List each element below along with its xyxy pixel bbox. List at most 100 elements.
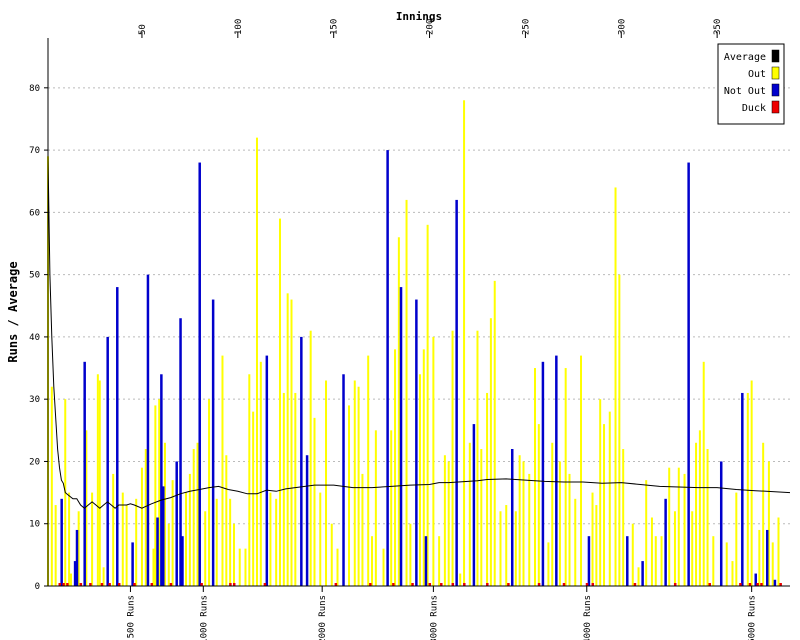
- not-out-bar: [305, 455, 309, 586]
- y-tick-label: 30: [29, 395, 40, 405]
- out-bar: [595, 505, 598, 586]
- out-bar: [698, 430, 701, 586]
- not-out-bar: [175, 461, 178, 586]
- out-bar: [85, 430, 88, 586]
- out-bar: [50, 386, 53, 586]
- not-out-bar: [131, 542, 134, 586]
- out-bar: [505, 505, 508, 586]
- out-bar: [70, 573, 73, 586]
- out-bar: [330, 523, 333, 586]
- out-bar: [558, 461, 561, 586]
- out-bar: [432, 336, 435, 586]
- not-out-bar: [83, 361, 86, 586]
- out-bar: [767, 461, 770, 586]
- not-out-bar: [386, 150, 389, 586]
- out-bar: [591, 492, 594, 586]
- not-out-bar: [765, 529, 769, 586]
- not-out-bar: [179, 318, 182, 586]
- duck-marker: [66, 583, 69, 586]
- out-bar: [459, 573, 462, 586]
- not-out-bar: [162, 486, 165, 586]
- out-bar: [599, 399, 602, 586]
- top-tick-label: 50: [138, 24, 148, 35]
- not-out-bar: [664, 498, 667, 586]
- out-bar: [371, 536, 374, 586]
- out-bar: [91, 492, 94, 586]
- out-bar: [244, 548, 247, 586]
- duck-marker: [708, 583, 711, 586]
- out-bar: [631, 523, 634, 586]
- bottom-tick-label: 500 Runs: [126, 595, 136, 638]
- y-tick-label: 0: [35, 582, 40, 592]
- out-bar: [771, 542, 774, 586]
- out-bar: [259, 361, 262, 586]
- y-tick-label: 40: [29, 333, 40, 343]
- not-out-bar: [555, 355, 558, 586]
- out-bar: [426, 224, 429, 586]
- duck-marker: [451, 583, 455, 586]
- not-out-bar: [719, 461, 723, 586]
- out-bar: [309, 330, 312, 586]
- duck-marker: [585, 583, 589, 586]
- top-tick-label: 350: [713, 19, 723, 35]
- out-bar: [608, 411, 611, 586]
- out-bar: [382, 548, 385, 586]
- out-bar: [706, 449, 709, 586]
- out-bar: [313, 417, 316, 586]
- out-bar: [522, 461, 525, 586]
- out-bar: [405, 199, 408, 586]
- top-tick-label: 250: [521, 19, 531, 35]
- out-bar: [248, 374, 251, 586]
- out-bar: [319, 492, 322, 586]
- duck-marker: [562, 583, 566, 586]
- out-bar: [112, 473, 115, 586]
- axes: [44, 32, 790, 592]
- out-bar: [144, 449, 147, 586]
- duck-marker: [232, 583, 236, 586]
- out-bar: [192, 449, 195, 586]
- out-bar: [712, 536, 715, 586]
- out-bar: [489, 318, 492, 586]
- not-out-bar: [415, 299, 418, 586]
- out-bar: [394, 349, 397, 586]
- out-bar: [580, 355, 583, 586]
- legend-swatch: [771, 100, 780, 114]
- not-out-bar: [265, 355, 269, 586]
- out-bar: [275, 498, 278, 586]
- duck-marker: [486, 583, 489, 586]
- duck-marker: [392, 583, 395, 586]
- duck-marker: [229, 583, 232, 586]
- out-bar: [152, 548, 155, 586]
- bottom-tick-label: 3000 Runs: [429, 595, 439, 640]
- not-out-bar: [211, 299, 215, 586]
- out-bar: [252, 411, 255, 586]
- out-bar: [163, 442, 166, 586]
- out-bar: [650, 517, 653, 586]
- not-out-bar: [146, 274, 150, 586]
- not-out-bar: [300, 336, 303, 586]
- duck-marker: [748, 583, 752, 586]
- not-out-bar: [75, 529, 79, 586]
- out-bar: [564, 368, 567, 586]
- out-bar: [762, 442, 765, 586]
- out-bar: [215, 498, 218, 586]
- out-bar: [286, 293, 289, 586]
- out-bar: [551, 442, 554, 586]
- out-bar: [238, 548, 241, 586]
- out-bar: [514, 511, 517, 586]
- y-tick-label: 20: [29, 457, 40, 467]
- average-line-group: [47, 156, 791, 509]
- out-bar: [361, 473, 364, 586]
- out-bar: [618, 274, 621, 586]
- out-bar: [229, 498, 232, 586]
- out-bar: [622, 449, 625, 586]
- out-bar: [390, 430, 393, 586]
- out-bar: [691, 511, 694, 586]
- out-bar: [255, 137, 258, 587]
- bars: [47, 100, 782, 587]
- not-out-bar: [773, 579, 777, 586]
- not-out-bar: [541, 361, 545, 586]
- out-bar: [547, 542, 550, 586]
- out-bar: [725, 542, 728, 586]
- out-bar: [96, 374, 99, 586]
